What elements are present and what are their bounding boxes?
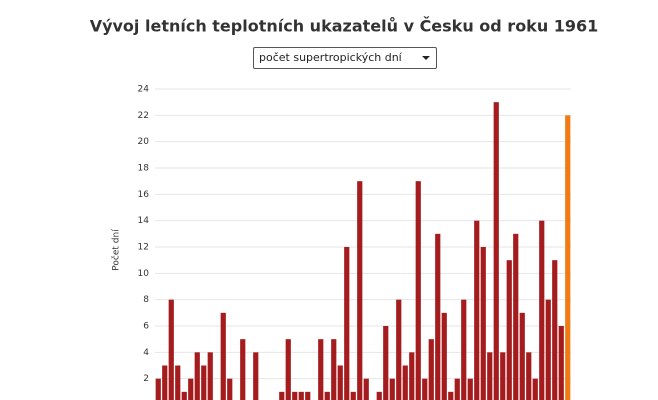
bar [155,378,161,400]
bar [435,233,441,400]
bar [363,378,369,400]
bar [474,220,480,400]
bar [253,352,259,400]
bar [168,299,174,400]
bar [324,391,330,400]
bar [558,326,564,400]
bar [493,102,499,400]
bar [188,378,194,400]
y-tick-label: 2 [143,374,149,384]
bar [292,391,298,400]
bar [298,391,304,400]
bar [337,365,343,400]
bar [279,391,285,400]
y-tick-label: 14 [138,216,150,226]
bar [539,220,545,400]
bar [428,339,434,400]
bar [467,378,473,400]
bar [565,115,571,400]
y-tick-label: 22 [138,111,149,121]
bar [409,352,415,400]
y-tick-label: 4 [143,348,149,358]
y-tick-label: 10 [138,269,150,279]
bar [526,352,532,400]
bar [350,391,356,400]
bar [480,247,486,400]
bar [220,312,226,400]
bar [519,312,525,400]
bar [552,260,558,400]
bar [500,352,506,400]
bar [383,326,389,400]
bar [344,247,350,400]
bar [201,365,207,400]
bar [305,391,311,400]
bar [545,299,551,400]
bar [194,352,200,400]
chart-title: Vývoj letních teplotních ukazatelů v Čes… [90,17,599,36]
bar [415,181,421,400]
bar [402,365,408,400]
indicator-dropdown[interactable]: počet supertropických dní [253,47,437,69]
bar [389,378,395,400]
bar [227,378,233,400]
y-tick-label: 6 [143,322,149,332]
bar [506,260,512,400]
bar [175,365,181,400]
bar [422,378,428,400]
bar [207,352,213,400]
y-tick-label: 24 [138,85,150,95]
bar [532,378,538,400]
bar [162,365,168,400]
y-tick-label: 12 [138,243,149,253]
bar [454,378,460,400]
bar [181,391,187,400]
bar [461,299,467,400]
y-tick-label: 20 [138,137,150,147]
y-tick-label: 16 [138,190,150,200]
y-axis-label: Počet dní [111,229,122,271]
y-tick-label: 8 [143,295,149,305]
bar [448,391,454,400]
bar [285,339,291,400]
bar [441,312,447,400]
bar [487,352,493,400]
bar [396,299,402,400]
bar [240,339,246,400]
bar [318,339,324,400]
y-tick-label: 18 [138,164,150,174]
bar [357,181,363,400]
bar [331,339,337,400]
bar [513,233,519,400]
bar [376,391,382,400]
